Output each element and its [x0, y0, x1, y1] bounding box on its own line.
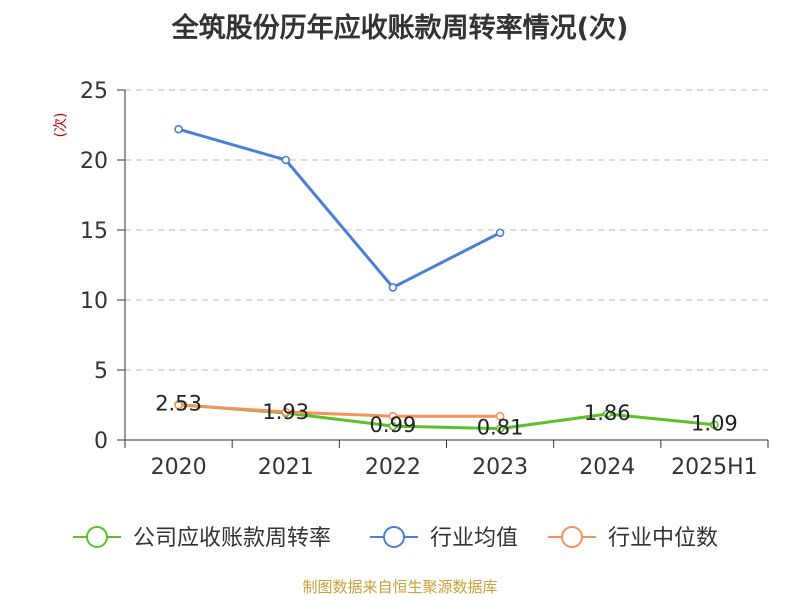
y-tick-label: 15 — [80, 219, 108, 244]
grid-layer — [125, 89, 768, 371]
legend-label: 行业中位数 — [608, 526, 718, 551]
y-tick-label: 10 — [80, 289, 108, 314]
legend-item: 行业均值 — [370, 526, 518, 551]
data-label: 2.53 — [155, 392, 202, 416]
chart-title: 全筑股份历年应收账款周转率情况(次) — [171, 13, 629, 44]
data-label: 0.81 — [477, 416, 524, 440]
data-point — [495, 424, 505, 433]
data-point — [495, 411, 505, 421]
data-label-layer: 2.53 1.93 0.99 0.81 1.86 1.09 — [155, 392, 738, 440]
y-tick-label: 20 — [80, 149, 108, 174]
legend-label: 公司应收账款周转率 — [133, 526, 331, 551]
y-tick-label: 0 — [94, 429, 108, 454]
x-tick-label: 2024 — [579, 455, 635, 480]
legend: 公司应收账款周转率 行业均值 行业中位数 — [73, 526, 718, 551]
data-label: 1.93 — [262, 400, 309, 424]
series-layer — [174, 124, 719, 433]
data-point — [388, 283, 398, 292]
x-tick-label: 2020 — [151, 455, 207, 480]
data-label: 1.86 — [584, 401, 631, 425]
data-point — [602, 409, 612, 419]
series-line — [178, 403, 501, 418]
x-tick-label: 2022 — [365, 455, 421, 480]
y-axis-unit-label: (次) — [53, 113, 69, 138]
data-point — [388, 411, 398, 421]
legend-marker — [86, 526, 108, 548]
y-tick-label: 5 — [94, 359, 108, 384]
data-point — [281, 407, 291, 417]
x-tick-label: 2025H1 — [671, 455, 758, 480]
legend-label: 行业均值 — [430, 526, 518, 551]
x-tick-label: 2023 — [472, 455, 528, 480]
legend-marker — [383, 526, 405, 548]
series-line — [178, 127, 501, 289]
data-point — [710, 420, 719, 430]
legend-item: 行业中位数 — [548, 526, 718, 551]
data-point — [495, 228, 505, 238]
data-point — [388, 421, 398, 431]
legend-marker — [561, 526, 583, 548]
data-label: 1.09 — [691, 412, 738, 436]
series-industry-median — [174, 400, 505, 421]
data-point — [174, 124, 183, 134]
y-tick-label: 25 — [80, 79, 108, 104]
data-point — [281, 155, 291, 165]
series-industry-mean — [174, 124, 505, 292]
legend-item: 公司应收账款周转率 — [73, 526, 331, 551]
axis-layer: 0 5 10 15 20 25 2020 2021 2022 2023 2024 2025H1 — [80, 79, 769, 480]
data-label: 0.99 — [370, 413, 417, 437]
footer-source: 制图数据来自恒生聚源数据库 — [302, 578, 498, 596]
x-tick-label: 2021 — [258, 455, 314, 480]
data-point — [174, 400, 183, 410]
